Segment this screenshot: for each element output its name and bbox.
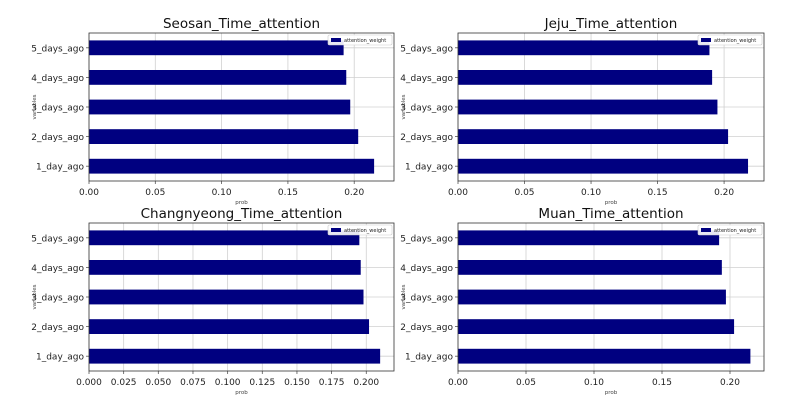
bar-1_day_ago xyxy=(89,158,375,174)
chart-title: Muan_Time_attention xyxy=(538,206,683,222)
x-tick-label: 0.00 xyxy=(79,188,99,198)
bar-5_days_ago xyxy=(458,40,710,56)
y-tick-label: 4_days_ago xyxy=(31,264,84,274)
bar-4_days_ago xyxy=(89,260,361,275)
y-tick-label: 2_days_ago xyxy=(31,133,84,143)
x-axis-label: prob xyxy=(235,200,248,206)
y-tick-label: 2_days_ago xyxy=(400,133,453,143)
y-axis-label: variables xyxy=(401,94,407,119)
legend-label: attention_weight xyxy=(714,38,756,44)
x-axis-label: prob xyxy=(605,200,618,206)
plot-frame xyxy=(88,222,395,372)
x-tick-label: 0.050 xyxy=(145,378,171,388)
y-tick-label: 1_day_ago xyxy=(405,353,454,363)
plot-frame xyxy=(457,32,765,182)
legend-label: attention_weight xyxy=(344,228,386,234)
x-tick-label: 0.05 xyxy=(514,188,534,198)
legend-swatch xyxy=(701,228,711,232)
y-tick-label: 1_day_ago xyxy=(405,163,454,173)
bar-2_days_ago xyxy=(89,319,370,334)
bar-2_days_ago xyxy=(458,129,729,144)
x-tick-label: 0.025 xyxy=(111,378,137,388)
chart-title: Changnyeong_Time_attention xyxy=(141,206,343,222)
bar-4_days_ago xyxy=(89,70,347,85)
y-tick-label: 4_days_ago xyxy=(400,74,453,84)
bar-2_days_ago xyxy=(89,129,359,144)
y-tick-label: 1_day_ago xyxy=(36,353,85,363)
bar-1_day_ago xyxy=(89,348,381,364)
x-tick-label: 0.20 xyxy=(344,188,364,198)
chart-panel-1: 0.00 0.05 0.10 0.15 0.20 1_day_ago 2_days_ago 3… xyxy=(31,16,395,206)
x-tick-label: 0.15 xyxy=(652,378,672,388)
y-tick-label: 2_days_ago xyxy=(400,323,453,333)
bar-4_days_ago xyxy=(458,70,713,85)
y-axis-label: variables xyxy=(32,94,38,119)
y-tick-label: 3_days_ago xyxy=(400,294,453,304)
legend-swatch xyxy=(331,228,341,232)
x-tick-label: 0.100 xyxy=(215,378,241,388)
x-axis-label: prob xyxy=(605,390,618,396)
x-tick-label: 0.125 xyxy=(249,378,275,388)
y-tick-label: 3_days_ago xyxy=(400,104,453,114)
bar-5_days_ago xyxy=(458,230,720,246)
y-tick-label: 2_days_ago xyxy=(31,323,84,333)
bar-1_day_ago xyxy=(458,348,751,364)
y-tick-label: 3_days_ago xyxy=(31,104,84,114)
y-axis-label: variables xyxy=(401,284,407,309)
legend-box xyxy=(697,224,763,236)
y-axis-label: variables xyxy=(32,284,38,309)
y-tick-label: 3_days_ago xyxy=(31,294,84,304)
x-tick-label: 0.15 xyxy=(648,188,668,198)
bar-4_days_ago xyxy=(458,260,722,275)
x-axis-label: prob xyxy=(235,390,248,396)
y-tick-label: 5_days_ago xyxy=(400,44,453,54)
chart-title: Seosan_Time_attention xyxy=(163,16,320,32)
y-tick-label: 4_days_ago xyxy=(400,264,453,274)
x-tick-label: 0.15 xyxy=(278,188,298,198)
legend-label: attention_weight xyxy=(714,228,756,234)
chart-title: Jeju_Time_attention xyxy=(544,16,678,32)
bar-1_day_ago xyxy=(458,158,749,174)
y-tick-label: 5_days_ago xyxy=(400,234,453,244)
x-tick-label: 0.10 xyxy=(584,378,604,388)
legend-label: attention_weight xyxy=(344,38,386,44)
y-tick-label: 5_days_ago xyxy=(31,234,84,244)
legend-box xyxy=(697,34,763,46)
bar-5_days_ago xyxy=(89,40,344,56)
legend-swatch xyxy=(701,38,711,42)
bar-3_days_ago xyxy=(458,289,726,305)
x-tick-label: 0.150 xyxy=(284,378,310,388)
x-tick-label: 0.00 xyxy=(448,188,468,198)
x-tick-label: 0.00 xyxy=(448,378,468,388)
chart-panel-4: 0.00 0.05 0.10 0.15 0.20 1_day_ago 2_days_ago 3… xyxy=(400,206,765,396)
bar-5_days_ago xyxy=(89,230,360,246)
y-tick-label: 4_days_ago xyxy=(31,74,84,84)
x-tick-label: 0.20 xyxy=(720,378,740,388)
chart-panel-2: 0.00 0.05 0.10 0.15 0.20 1_day_ago 2_days_ago 3… xyxy=(400,16,765,206)
legend-box xyxy=(327,224,393,236)
legend-swatch xyxy=(331,38,341,42)
x-tick-label: 0.075 xyxy=(180,378,206,388)
x-tick-label: 0.000 xyxy=(76,378,102,388)
chart-panel-3: 0.000 0.025 0.050 0.075 0.100 0.125 0.150 0.175… xyxy=(31,206,395,396)
legend-box xyxy=(327,34,393,46)
plot-frame xyxy=(457,222,765,372)
x-tick-label: 0.175 xyxy=(319,378,345,388)
plot-frame xyxy=(88,32,395,182)
bar-3_days_ago xyxy=(89,289,364,305)
bar-3_days_ago xyxy=(458,99,718,115)
y-tick-label: 5_days_ago xyxy=(31,44,84,54)
x-tick-label: 0.10 xyxy=(581,188,601,198)
bar-2_days_ago xyxy=(458,319,735,334)
y-tick-label: 1_day_ago xyxy=(36,163,85,173)
x-tick-label: 0.10 xyxy=(212,188,232,198)
x-tick-label: 0.05 xyxy=(516,378,536,388)
bar-3_days_ago xyxy=(89,99,351,115)
x-tick-label: 0.20 xyxy=(714,188,734,198)
x-tick-label: 0.05 xyxy=(145,188,165,198)
x-tick-label: 0.200 xyxy=(353,378,379,388)
